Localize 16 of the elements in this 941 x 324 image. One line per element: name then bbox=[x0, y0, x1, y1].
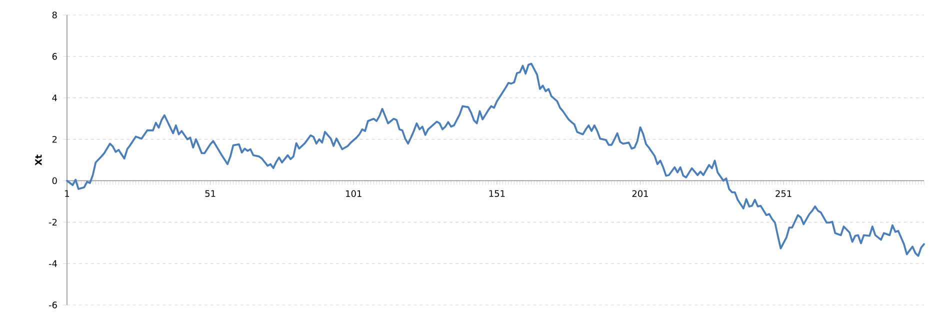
y-tick-label: 6 bbox=[52, 53, 57, 60]
y-tick-label: -2 bbox=[48, 218, 57, 226]
line-series bbox=[66, 62, 925, 257]
x-tick-label: 1 bbox=[65, 190, 70, 197]
x-tick-label: 101 bbox=[346, 190, 362, 198]
y-tick-label: -4 bbox=[48, 260, 57, 267]
y-tick-label: -6 bbox=[48, 302, 57, 308]
y-tick-label: 2 bbox=[52, 136, 57, 143]
x-tick-label: 51 bbox=[205, 190, 216, 197]
x-tick-label: 201 bbox=[632, 190, 648, 198]
x-tick-label: 251 bbox=[776, 190, 792, 198]
y-axis-title: Xt bbox=[35, 154, 42, 166]
x-tick-label: 151 bbox=[489, 190, 505, 197]
y-tick-label: 8 bbox=[52, 12, 57, 18]
y-tick-label: 0 bbox=[52, 177, 57, 184]
y-tick-label: 4 bbox=[52, 94, 57, 102]
